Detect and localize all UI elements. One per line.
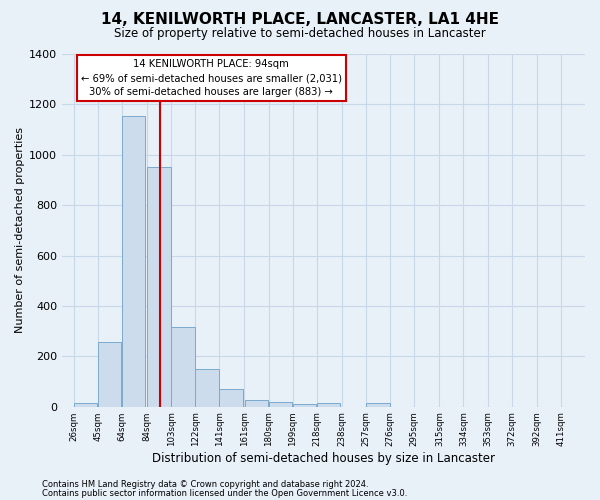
Text: Size of property relative to semi-detached houses in Lancaster: Size of property relative to semi-detach… (114, 28, 486, 40)
Text: Contains public sector information licensed under the Open Government Licence v3: Contains public sector information licen… (42, 488, 407, 498)
Bar (293, 404, 316, 406)
Bar (317, 403, 340, 406)
Bar (122, 116, 145, 406)
Bar (171, 328, 195, 406)
Text: 14 KENILWORTH PLACE: 94sqm
← 69% of semi-detached houses are smaller (2,031)
30%: 14 KENILWORTH PLACE: 94sqm ← 69% of semi… (80, 60, 341, 98)
Bar (147, 168, 171, 406)
Bar (98, 342, 121, 406)
X-axis label: Distribution of semi-detached houses by size in Lancaster: Distribution of semi-detached houses by … (152, 452, 495, 465)
Bar (220, 388, 243, 406)
Text: Contains HM Land Registry data © Crown copyright and database right 2024.: Contains HM Land Registry data © Crown c… (42, 480, 368, 489)
Bar (366, 404, 390, 406)
Bar (196, 370, 219, 406)
Bar (74, 403, 97, 406)
Bar (269, 402, 292, 406)
Y-axis label: Number of semi-detached properties: Number of semi-detached properties (15, 128, 25, 334)
Text: 14, KENILWORTH PLACE, LANCASTER, LA1 4HE: 14, KENILWORTH PLACE, LANCASTER, LA1 4HE (101, 12, 499, 28)
Bar (245, 400, 268, 406)
